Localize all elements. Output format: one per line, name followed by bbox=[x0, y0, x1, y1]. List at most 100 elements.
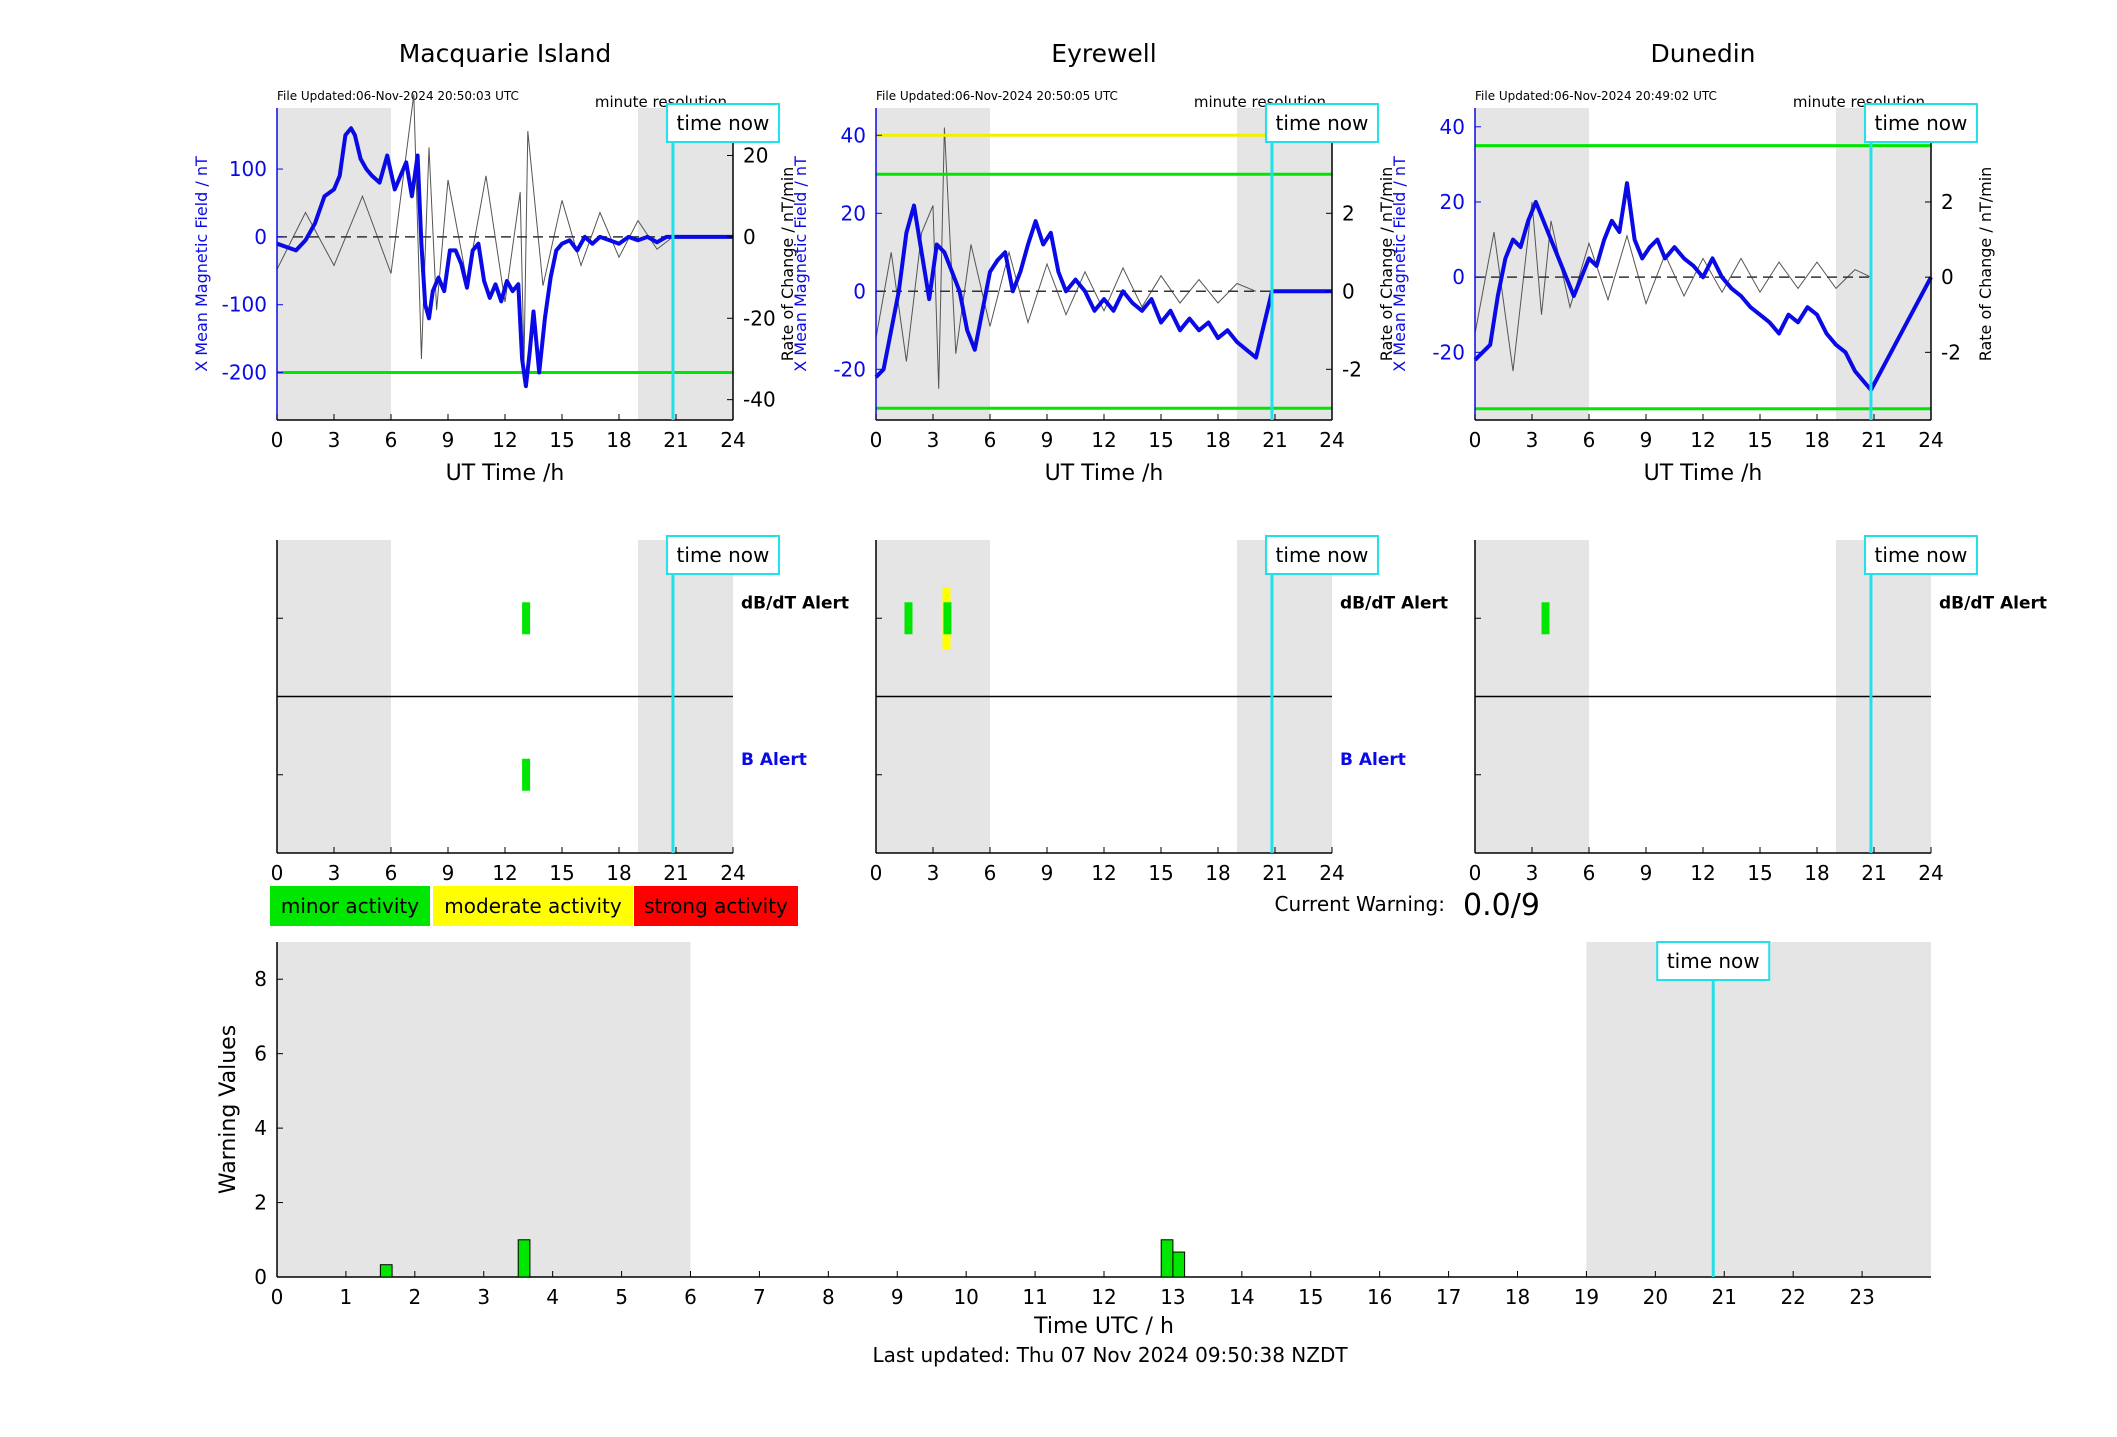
x-tick-label: 1 bbox=[340, 1285, 353, 1309]
dbdt-alert-label: dB/dT Alert bbox=[1939, 593, 2047, 613]
file-updated-text: File Updated:06-Nov-2024 20:49:02 UTC bbox=[1475, 89, 1717, 103]
alert-panel-2: 0 3 6 9 12 15 18 21 24 dB/dT Alert time now bbox=[1469, 535, 2047, 885]
current-warning-label: Current Warning: bbox=[1275, 892, 1445, 916]
warning-bar bbox=[379, 1264, 393, 1278]
x-tick-label: 3 bbox=[1526, 861, 1539, 885]
y2-axis-label: Rate of Change / nT/min bbox=[1377, 167, 1396, 362]
x-tick-label: 6 bbox=[1583, 861, 1596, 885]
x-tick-label: 9 bbox=[1640, 861, 1653, 885]
x-tick-label: 12 bbox=[1091, 1285, 1116, 1309]
x-axis-label: Time UTC / h bbox=[1033, 1314, 1174, 1339]
chart-title: Macquarie Island bbox=[399, 39, 612, 68]
time-now-label: time now bbox=[1276, 111, 1369, 135]
x-tick-label: 3 bbox=[477, 1285, 490, 1309]
x-tick-label: 15 bbox=[1747, 428, 1772, 452]
x-tick-label: 0 bbox=[1469, 428, 1482, 452]
x-tick-label: 18 bbox=[1205, 428, 1230, 452]
x-tick-label: 13 bbox=[1160, 1285, 1185, 1309]
alert-event bbox=[943, 602, 952, 635]
x-tick-label: 9 bbox=[442, 428, 455, 452]
x-tick-label: 8 bbox=[822, 1285, 835, 1309]
time-now-box bbox=[665, 535, 780, 575]
alert-event bbox=[522, 758, 531, 791]
x-tick-label: 0 bbox=[870, 428, 883, 452]
time-now-label: time now bbox=[677, 543, 770, 567]
alert-event bbox=[522, 602, 531, 635]
warning-bar bbox=[517, 1239, 531, 1278]
night-shading bbox=[638, 108, 733, 420]
y-tick-label: 100 bbox=[229, 157, 267, 181]
y2-tick-label: 0 bbox=[1342, 279, 1355, 303]
x-tick-label: 12 bbox=[1091, 861, 1116, 885]
y-tick-label: -20 bbox=[833, 357, 866, 381]
x-axis-label: UT Time /h bbox=[1045, 461, 1164, 486]
x-tick-label: 0 bbox=[1469, 861, 1482, 885]
x-tick-label: 0 bbox=[870, 861, 883, 885]
x-tick-label: 23 bbox=[1849, 1285, 1874, 1309]
y-tick-label: 0 bbox=[254, 225, 267, 249]
time-now-label: time now bbox=[1875, 543, 1968, 567]
warning-bar bbox=[1172, 1251, 1186, 1278]
x-tick-label: 12 bbox=[1091, 428, 1116, 452]
x-tick-label: 21 bbox=[1861, 861, 1886, 885]
y2-tick-label: 2 bbox=[1941, 190, 1954, 214]
legend-minor-swatch bbox=[270, 886, 430, 926]
current-warning-value: 0.0/9 bbox=[1463, 888, 1540, 923]
x-tick-label: 12 bbox=[492, 428, 517, 452]
x-tick-label: 21 bbox=[1262, 428, 1287, 452]
x-tick-label: 21 bbox=[1712, 1285, 1737, 1309]
x-tick-label: 18 bbox=[1804, 861, 1829, 885]
x-tick-label: 19 bbox=[1574, 1285, 1599, 1309]
x-tick-label: 24 bbox=[720, 861, 745, 885]
x-axis-label: UT Time /h bbox=[1644, 461, 1763, 486]
night-shading bbox=[1237, 108, 1332, 420]
legend-minor-label: minor activity bbox=[281, 894, 419, 918]
x-tick-label: 24 bbox=[1918, 861, 1943, 885]
dbdt-alert-label: dB/dT Alert bbox=[741, 593, 849, 613]
y-tick-label: 40 bbox=[1440, 115, 1465, 139]
x-tick-label: 22 bbox=[1780, 1285, 1805, 1309]
x-tick-label: 9 bbox=[1640, 428, 1653, 452]
magnetic-field-series bbox=[874, 203, 1332, 379]
x-tick-label: 0 bbox=[271, 1285, 284, 1309]
time-now-box bbox=[1264, 535, 1379, 575]
x-tick-label: 9 bbox=[1041, 861, 1054, 885]
y-tick-label: 0 bbox=[853, 279, 866, 303]
x-tick-label: 15 bbox=[1298, 1285, 1323, 1309]
magnetic-field-series bbox=[1473, 181, 1933, 392]
y2-tick-label: 0 bbox=[743, 225, 756, 249]
x-tick-label: 2 bbox=[408, 1285, 421, 1309]
x-tick-label: 20 bbox=[1643, 1285, 1668, 1309]
field-chart-2: Dunedin File Updated:06-Nov-2024 20:49:02… bbox=[1390, 39, 1995, 486]
time-now-box bbox=[665, 103, 780, 143]
y-axis-label: X Mean Magnetic Field / nT bbox=[791, 156, 810, 372]
field-chart-0: Macquarie Island File Updated:06-Nov-2024… bbox=[192, 39, 797, 486]
x-tick-label: 7 bbox=[753, 1285, 766, 1309]
x-tick-label: 21 bbox=[1861, 428, 1886, 452]
alert-event bbox=[904, 602, 913, 635]
x-tick-label: 15 bbox=[1148, 861, 1173, 885]
x-tick-label: 6 bbox=[984, 428, 997, 452]
x-tick-label: 9 bbox=[1041, 428, 1054, 452]
y-axis-label: Warning Values bbox=[216, 1025, 241, 1194]
x-tick-label: 24 bbox=[1319, 428, 1344, 452]
file-updated-text: File Updated:06-Nov-2024 20:50:05 UTC bbox=[876, 89, 1118, 103]
x-tick-label: 24 bbox=[1918, 428, 1943, 452]
y-tick-label: 2 bbox=[254, 1191, 267, 1215]
x-tick-label: 4 bbox=[546, 1285, 559, 1309]
x-tick-label: 0 bbox=[271, 428, 284, 452]
field-chart-1: Eyrewell File Updated:06-Nov-2024 20:50:0… bbox=[791, 39, 1396, 486]
legend-strong-swatch bbox=[634, 886, 798, 926]
x-tick-label: 12 bbox=[1690, 428, 1715, 452]
x-axis-label: UT Time /h bbox=[446, 461, 565, 486]
y2-tick-label: -40 bbox=[743, 388, 776, 412]
y-tick-label: -200 bbox=[222, 361, 267, 385]
night-shading bbox=[1586, 942, 1931, 1277]
y-tick-label: 20 bbox=[841, 201, 866, 225]
y2-axis-label: Rate of Change / nT/min bbox=[778, 167, 797, 362]
y-tick-label: 4 bbox=[254, 1116, 267, 1140]
x-tick-label: 3 bbox=[328, 861, 341, 885]
rate-of-change-series bbox=[276, 94, 674, 364]
